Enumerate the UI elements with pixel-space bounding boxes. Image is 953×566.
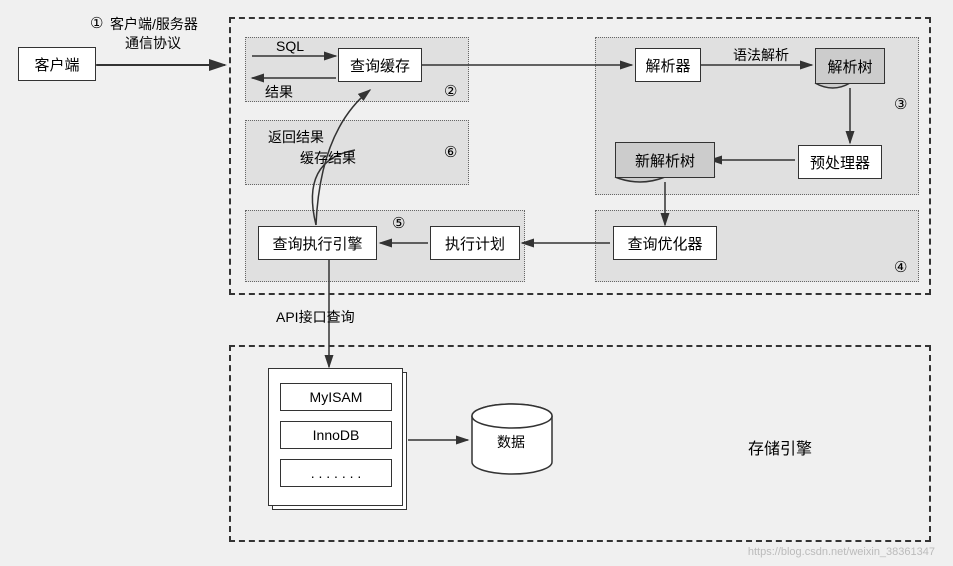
protocol-label-2: 通信协议 xyxy=(125,33,181,53)
engine-innodb: InnoDB xyxy=(280,421,392,449)
cache-result-label: 缓存结果 xyxy=(300,148,356,168)
preprocessor-node: 预处理器 xyxy=(798,145,882,179)
parse-tree-node: 解析树 xyxy=(815,48,885,84)
num-3: ③ xyxy=(894,95,907,113)
diagram-arrows xyxy=(0,0,953,566)
num-1: ① xyxy=(90,14,103,32)
data-label: 数据 xyxy=(497,432,525,452)
return-result-label: 返回结果 xyxy=(268,127,324,147)
watermark: https://blog.csdn.net/weixin_38361347 xyxy=(748,546,935,558)
syntax-parse-label: 语法解析 xyxy=(733,45,789,65)
optimizer-node: 查询优化器 xyxy=(613,226,717,260)
num-4: ④ xyxy=(894,258,907,276)
num-2: ② xyxy=(444,82,457,100)
api-query-label: API接口查询 xyxy=(276,307,355,327)
exec-plan-node: 执行计划 xyxy=(430,226,520,260)
query-cache-node: 查询缓存 xyxy=(338,48,422,82)
parser-node: 解析器 xyxy=(635,48,701,82)
result-label: 结果 xyxy=(265,82,293,102)
exec-engine-node: 查询执行引擎 xyxy=(258,226,377,260)
client-node: 客户端 xyxy=(18,47,96,81)
storage-engine-label: 存储引擎 xyxy=(748,435,812,459)
num-5: ⑤ xyxy=(392,214,405,232)
engine-dots: . . . . . . . xyxy=(280,459,392,487)
engine-myisam: MyISAM xyxy=(280,383,392,411)
protocol-label-1: 客户端/服务器 xyxy=(110,14,198,34)
new-parse-tree-node: 新解析树 xyxy=(615,142,715,178)
num-6: ⑥ xyxy=(444,143,457,161)
sql-label: SQL xyxy=(276,38,304,54)
